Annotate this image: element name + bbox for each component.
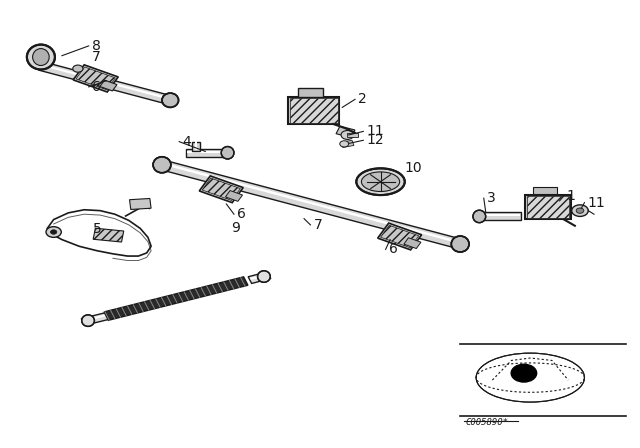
Polygon shape <box>348 133 358 137</box>
Polygon shape <box>525 195 571 220</box>
Text: 1: 1 <box>566 190 575 203</box>
Polygon shape <box>73 65 118 92</box>
Ellipse shape <box>257 271 270 282</box>
Ellipse shape <box>27 44 55 69</box>
Text: 7: 7 <box>92 50 100 64</box>
Polygon shape <box>38 62 173 104</box>
Ellipse shape <box>221 146 234 159</box>
Text: 6: 6 <box>92 80 100 94</box>
Polygon shape <box>298 88 323 97</box>
Circle shape <box>340 141 349 147</box>
Ellipse shape <box>82 315 95 327</box>
Polygon shape <box>481 214 520 216</box>
Circle shape <box>576 208 584 213</box>
Text: 4: 4 <box>182 135 191 149</box>
Text: 11: 11 <box>588 196 605 210</box>
Polygon shape <box>288 97 339 124</box>
Polygon shape <box>83 314 108 322</box>
Text: 12: 12 <box>367 134 384 147</box>
Polygon shape <box>250 273 269 280</box>
Text: 11: 11 <box>367 125 384 138</box>
Circle shape <box>572 205 588 216</box>
Polygon shape <box>76 67 115 90</box>
Ellipse shape <box>473 210 486 223</box>
Polygon shape <box>44 65 168 99</box>
Polygon shape <box>290 98 337 123</box>
Text: 3: 3 <box>487 191 496 205</box>
Ellipse shape <box>162 93 179 108</box>
Polygon shape <box>186 149 228 157</box>
Polygon shape <box>378 223 422 250</box>
Text: 9: 9 <box>231 221 239 236</box>
Polygon shape <box>129 198 151 210</box>
Circle shape <box>46 227 61 237</box>
Polygon shape <box>192 142 200 151</box>
Polygon shape <box>202 178 241 200</box>
Ellipse shape <box>362 172 399 191</box>
Polygon shape <box>533 187 557 194</box>
Polygon shape <box>341 140 354 147</box>
Circle shape <box>51 230 57 234</box>
Text: 6: 6 <box>389 242 397 256</box>
Polygon shape <box>225 190 243 201</box>
Ellipse shape <box>153 157 171 173</box>
Ellipse shape <box>451 236 469 252</box>
Polygon shape <box>381 225 419 248</box>
Text: 7: 7 <box>314 218 323 232</box>
Polygon shape <box>104 277 248 320</box>
Polygon shape <box>336 126 355 138</box>
Text: 6: 6 <box>237 207 246 221</box>
Ellipse shape <box>33 48 49 65</box>
Polygon shape <box>188 151 227 153</box>
Circle shape <box>341 130 354 139</box>
Polygon shape <box>248 272 271 284</box>
Polygon shape <box>81 312 110 325</box>
Polygon shape <box>404 238 421 249</box>
Polygon shape <box>527 196 569 218</box>
Ellipse shape <box>476 353 584 402</box>
Polygon shape <box>159 160 463 249</box>
Text: 5: 5 <box>93 222 101 237</box>
Circle shape <box>73 65 83 72</box>
Circle shape <box>511 364 537 382</box>
Text: 10: 10 <box>404 161 422 175</box>
Text: 2: 2 <box>358 92 367 106</box>
Text: 8: 8 <box>92 39 100 53</box>
Polygon shape <box>195 141 196 150</box>
Polygon shape <box>169 164 453 242</box>
Text: C005890*: C005890* <box>465 418 508 427</box>
Polygon shape <box>93 228 124 242</box>
Polygon shape <box>199 176 243 202</box>
Ellipse shape <box>356 168 404 195</box>
Polygon shape <box>479 212 521 220</box>
Polygon shape <box>100 80 117 91</box>
